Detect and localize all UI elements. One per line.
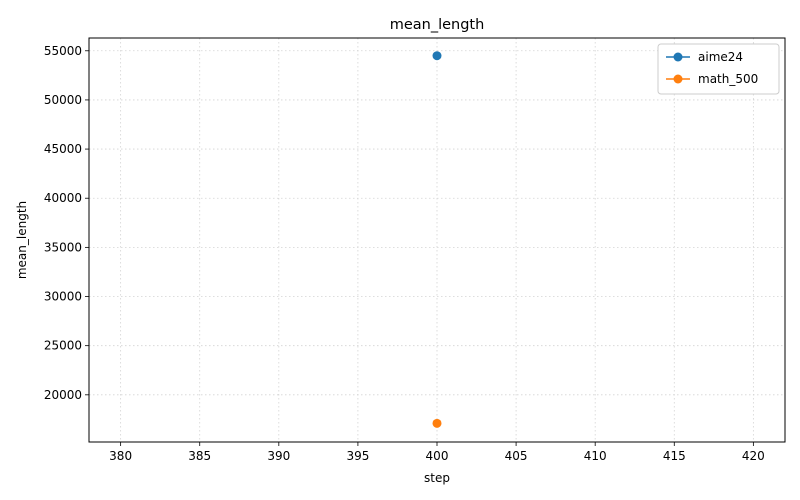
chart-title: mean_length: [390, 17, 485, 33]
x-tick-label: 390: [267, 449, 290, 463]
legend-item-math_500: math_500: [666, 72, 758, 86]
series-math_500: [432, 418, 442, 428]
x-tick-label: 400: [426, 449, 449, 463]
legend-label: aime24: [698, 50, 743, 64]
legend: aime24 math_500: [657, 43, 780, 95]
y-tick-label: 20000: [44, 388, 82, 402]
x-tick-label: 385: [188, 449, 211, 463]
x-tick-label: 380: [109, 449, 132, 463]
x-tick-label: 415: [663, 449, 686, 463]
grid: [89, 38, 785, 442]
y-tick-label: 55000: [44, 44, 82, 58]
y-tick-label: 50000: [44, 93, 82, 107]
legend-item-aime24: aime24: [666, 50, 743, 64]
y-tick-label: 25000: [44, 339, 82, 353]
data-point-aime24: [432, 51, 442, 61]
y-axis-title: mean_length: [15, 201, 29, 279]
legend-marker: [673, 52, 683, 62]
y-tick-label: 30000: [44, 290, 82, 304]
series-layer: [432, 51, 442, 428]
y-tick-label: 35000: [44, 240, 82, 254]
ticks: 380 385 390 395 400 405 410 415 420 20000 25000 300…: [44, 44, 765, 463]
x-tick-label: 405: [505, 449, 528, 463]
y-tick-label: 40000: [44, 191, 82, 205]
y-tick-label: 45000: [44, 142, 82, 156]
data-point-math_500: [432, 418, 442, 428]
series-aime24: [432, 51, 442, 61]
x-tick-label: 420: [742, 449, 765, 463]
x-tick-label: 395: [346, 449, 369, 463]
x-axis-title: step: [424, 471, 450, 485]
legend-marker: [673, 74, 683, 84]
legend-label: math_500: [698, 72, 758, 86]
x-tick-label: 410: [584, 449, 607, 463]
